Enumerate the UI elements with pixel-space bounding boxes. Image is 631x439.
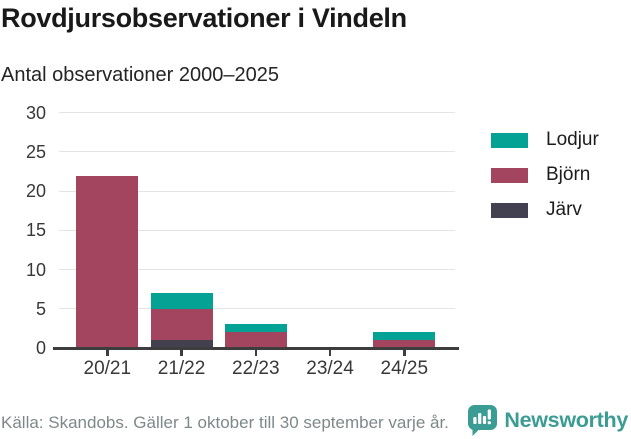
x-tick-label: 22/23: [232, 358, 280, 379]
gridline: [59, 269, 455, 271]
legend-swatch: [491, 167, 528, 183]
bar-segment-Björn: [373, 340, 436, 348]
newsworthy-logo-icon: [468, 405, 498, 436]
gridline: [59, 151, 455, 153]
legend-swatch: [491, 202, 528, 218]
bar-24/25: [373, 332, 436, 348]
y-tick-label: 0: [35, 337, 46, 358]
legend: Lodjur Björn Järv: [491, 129, 599, 221]
x-axis-labels: 20/21 21/22 22/23 23/24 24/25: [53, 358, 459, 382]
y-tick-label: 30: [25, 102, 46, 123]
y-tick-label: 5: [35, 298, 46, 319]
source-note: Källa: Skandobs. Gäller 1 oktober till 3…: [1, 413, 449, 432]
bar-segment-Lodjur: [150, 293, 213, 309]
legend-label: Björn: [546, 164, 591, 185]
footer: Källa: Skandobs. Gäller 1 oktober till 3…: [1, 405, 628, 436]
y-tick-label: 10: [25, 259, 46, 280]
y-axis-labels: 0 5 10 15 20 25 30: [0, 103, 46, 358]
x-axis-line: [53, 347, 459, 350]
bar-segment-Lodjur: [224, 324, 287, 333]
x-tick: [403, 349, 406, 356]
legend-item-Järv: Järv: [491, 199, 599, 221]
x-tick: [328, 349, 332, 356]
y-tick-label: 25: [25, 141, 46, 162]
x-tick-label: 23/24: [306, 358, 354, 379]
legend-item-Björn: Björn: [491, 164, 599, 186]
gridline: [59, 308, 455, 310]
y-tick-label: 15: [25, 220, 46, 241]
x-tick: [106, 349, 109, 356]
brand-name: Newsworthy: [504, 408, 628, 432]
bar-22/23: [224, 324, 287, 348]
brand-logo[interactable]: Newsworthy: [468, 405, 628, 436]
bar-segment-Björn: [76, 175, 139, 348]
legend-item-Lodjur: Lodjur: [491, 129, 599, 151]
gridline: [59, 112, 455, 114]
bar-segment-Björn: [224, 332, 287, 348]
bar-segment-Björn: [150, 308, 213, 341]
bar-segment-Järv: [150, 340, 213, 348]
x-tick-label: 24/25: [380, 358, 429, 379]
x-tick-label: 20/21: [83, 358, 132, 379]
x-tick: [254, 349, 258, 356]
y-tick-label: 20: [25, 181, 46, 202]
gridline: [59, 229, 455, 231]
plot-area: [53, 112, 459, 348]
x-tick: [180, 349, 183, 356]
page-title: Rovdjursobservationer i Vindeln: [1, 3, 407, 33]
bar-21/22: [150, 293, 213, 348]
legend-label: Järv: [546, 199, 582, 220]
legend-label: Lodjur: [546, 129, 599, 150]
gridline: [59, 190, 455, 192]
bar-segment-Lodjur: [373, 332, 436, 341]
legend-swatch: [491, 132, 528, 148]
chart-subtitle: Antal observationer 2000–2025: [1, 64, 279, 86]
bar-20/21: [76, 175, 139, 348]
x-tick-label: 21/22: [157, 358, 206, 379]
